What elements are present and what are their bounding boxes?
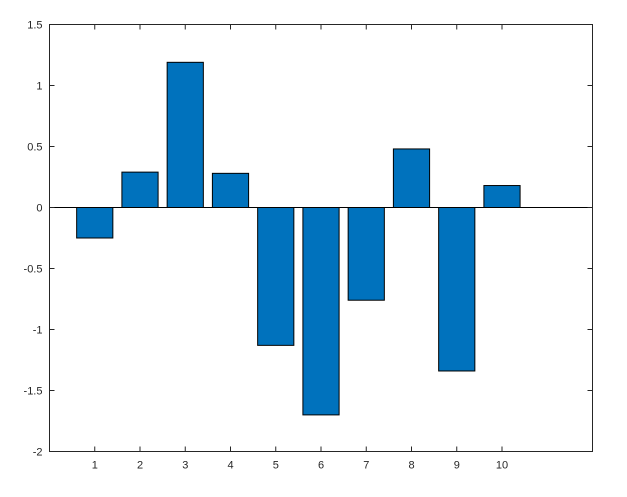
x-tick-label: 3 (182, 460, 188, 472)
bar (76, 207, 114, 239)
bar (483, 185, 521, 208)
bar (211, 172, 250, 208)
y-tick-label: -0.5 (24, 264, 43, 276)
y-tick-label: -1.5 (24, 386, 43, 398)
x-tick-label: 6 (318, 460, 324, 472)
y-tick-label: -1 (33, 325, 43, 337)
bar (392, 148, 431, 209)
y-tick-label: -2 (33, 447, 43, 459)
x-tick-label: 7 (363, 460, 369, 472)
y-tick-label: 1.5 (27, 20, 42, 32)
x-tick-label: 9 (454, 460, 460, 472)
bar (121, 171, 159, 208)
bar (166, 61, 204, 208)
bar (347, 207, 385, 301)
y-tick-label: 1 (36, 81, 42, 93)
x-tick-label: 10 (496, 460, 508, 472)
x-tick-label: 5 (273, 460, 279, 472)
x-tick-label: 2 (137, 460, 143, 472)
x-tick-label: 8 (408, 460, 414, 472)
bar (257, 207, 295, 346)
bar (438, 207, 476, 372)
x-tick-label: 1 (92, 460, 98, 472)
y-tick-label: 0.5 (27, 142, 42, 154)
x-tick-label: 4 (227, 460, 233, 472)
y-tick-label: 0 (36, 203, 42, 215)
bar (302, 207, 340, 416)
